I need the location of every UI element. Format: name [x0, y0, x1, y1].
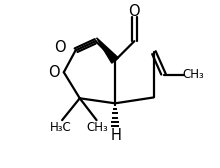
Text: O: O	[128, 4, 140, 19]
Text: CH₃: CH₃	[86, 121, 108, 134]
Polygon shape	[97, 38, 118, 63]
Text: O: O	[54, 40, 65, 55]
Text: H: H	[110, 128, 121, 143]
Text: O: O	[48, 65, 60, 80]
Text: CH₃: CH₃	[182, 68, 204, 81]
Text: H₃C: H₃C	[50, 121, 71, 134]
